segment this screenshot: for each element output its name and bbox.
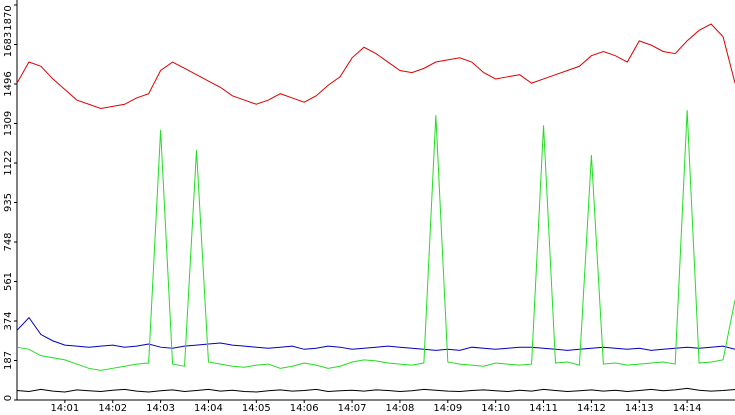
x-tick-label: 14:02: [98, 403, 127, 414]
x-tick-label: 14:04: [194, 403, 223, 414]
x-tick-label: 14:12: [577, 403, 606, 414]
y-tick-label: 1870: [3, 5, 14, 30]
y-tick-label: 374: [3, 311, 14, 330]
series-line: [16, 23, 735, 110]
series-line: [16, 110, 735, 371]
x-tick-label: 14:03: [146, 403, 175, 414]
x-tick-label: 14:01: [50, 403, 79, 414]
y-tick-label: 748: [3, 232, 14, 251]
x-tick-label: 14:14: [673, 403, 702, 414]
y-tick-label: 1683: [3, 32, 14, 57]
y-tick-label: 1496: [3, 71, 14, 96]
x-tick-label: 14:06: [290, 403, 319, 414]
y-tick-label: 561: [3, 272, 14, 291]
y-tick-label: 0: [3, 395, 14, 401]
x-tick-label: 14:08: [386, 403, 415, 414]
series-line: [16, 316, 735, 351]
y-tick-label: 1309: [3, 111, 14, 136]
x-tick-label: 14:10: [481, 403, 510, 414]
y-tick-label: 935: [3, 193, 14, 212]
series-line: [16, 387, 735, 393]
x-tick-label: 14:07: [338, 403, 367, 414]
x-tick-label: 14:09: [433, 403, 462, 414]
y-tick-label: 187: [3, 351, 14, 370]
x-tick-label: 14:13: [625, 403, 654, 414]
x-tick-label: 14:05: [242, 403, 271, 414]
x-tick-label: 14:11: [529, 403, 558, 414]
y-tick-label: 1122: [3, 150, 14, 175]
